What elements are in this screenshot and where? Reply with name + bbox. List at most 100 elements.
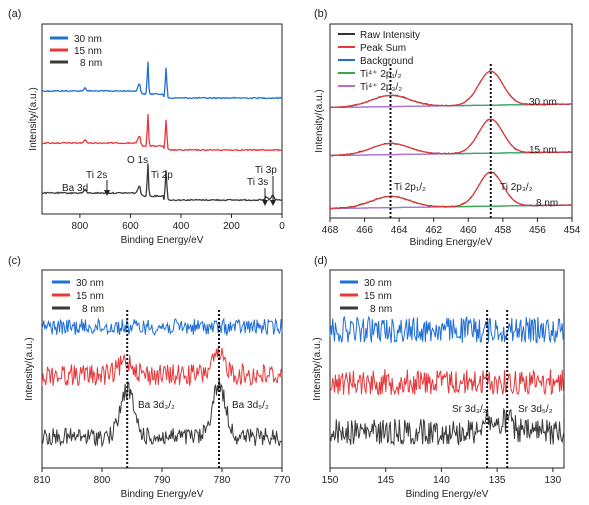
label-8nm: 8 nm [536, 198, 558, 209]
series-30nm [41, 61, 283, 100]
panel-d-x-ticks: 150 145 140 135 130 [322, 468, 562, 486]
legend-d-label-30nm: 30 nm [364, 278, 392, 289]
panel-d-ylabel: Intensity/(a.u.) [312, 337, 323, 400]
x-tick-label: 145 [377, 475, 394, 486]
panel-a-label: (a) [8, 8, 21, 20]
peak-sum [330, 171, 572, 209]
panel-a: (a) 800 600 400 200 0 Binding Energy/eV Inte… [8, 8, 285, 246]
x-tick-label: 600 [122, 221, 139, 232]
legend-label-15nm: 15 nm [74, 46, 102, 57]
x-tick-label: 135 [489, 475, 506, 486]
panel-d: (d) 150 145 140 135 130 Binding Energy/eV In… [312, 255, 565, 500]
panel-a-x-ticks: 800 600 400 200 0 [72, 214, 285, 232]
series-15nm [41, 346, 283, 387]
panel-b-legend: Raw Intensity Peak Sum Background Ti⁴⁺ 2… [338, 30, 420, 93]
annot-ti2p12: Ti 2p₁/₂ [394, 182, 426, 193]
panel-c-series [41, 310, 283, 468]
panel-b-x-ticks: 468 466 464 462 460 458 456 454 [322, 218, 581, 236]
annot-ti2p32: Ti 2p₃/₂ [500, 182, 533, 193]
arrowhead-ti3s [262, 200, 268, 206]
legend-d-label-8nm: 8 nm [370, 304, 392, 315]
label-30nm: 30 nm [529, 97, 557, 108]
x-tick-label: 454 [564, 225, 581, 236]
series-30nm [329, 315, 565, 344]
panel-b-series-labels: 30 nm 15 nm 8 nm [529, 97, 558, 209]
panel-c-ylabel: Intensity/(a.u.) [24, 337, 35, 400]
annot-ba3d52: Ba 3d₅/₂ [232, 400, 269, 411]
annot-ti3p: Ti 3p [255, 165, 277, 176]
arrowhead-ti3p [270, 200, 276, 206]
legend-label-8nm: 8 nm [80, 58, 102, 69]
panel-a-xlabel: Binding Energy/eV [121, 235, 204, 246]
panel-c-label: (c) [8, 255, 21, 267]
legend-label-30nm: 30 nm [74, 34, 102, 45]
panel-c-x-ticks: 810 800 790 780 770 [34, 468, 291, 486]
label-15nm: 15 nm [529, 145, 557, 156]
panel-d-xlabel: Binding Energy/eV [406, 489, 489, 500]
x-tick-label: 770 [274, 475, 291, 486]
x-tick-label: 468 [322, 225, 339, 236]
panel-a-legend: 30 nm 15 nm 8 nm [50, 34, 102, 69]
legend-label-peaksum: Peak Sum [360, 43, 406, 54]
panel-d-frame [329, 269, 565, 469]
peak-sum [330, 70, 572, 109]
x-tick-label: 466 [356, 225, 373, 236]
legend-d-label-15nm: 15 nm [364, 291, 392, 302]
panel-c-legend: 30 nm 15 nm 8 nm [52, 278, 104, 315]
x-tick-label: 200 [223, 221, 240, 232]
x-tick-label: 458 [495, 225, 512, 236]
panel-c: (c) 810 800 790 780 770 Binding Energy/eV In… [8, 255, 291, 500]
x-tick-label: 800 [94, 475, 111, 486]
panel-b: (b) 468 466 464 462 460 458 456 454 Binding Ene… [314, 8, 581, 248]
x-tick-label: 460 [460, 225, 477, 236]
legend-label-ti2p32: Ti⁴⁺ 2p₃/₂ [360, 82, 402, 93]
x-tick-label: 800 [72, 221, 89, 232]
legend-label-ti2p12: Ti⁴⁺ 2p₁/₂ [360, 69, 402, 80]
x-tick-label: 0 [279, 221, 285, 232]
x-tick-label: 780 [214, 475, 231, 486]
series-30nm [41, 317, 283, 337]
panel-a-frame [41, 23, 283, 215]
series-8nm [41, 377, 283, 448]
annot-o1s: O 1s [127, 155, 148, 166]
x-tick-label: 810 [34, 475, 51, 486]
x-tick-label: 456 [529, 225, 546, 236]
x-tick-label: 130 [545, 475, 562, 486]
panel-b-ylabel: Intensity/(a.u.) [314, 89, 325, 152]
panel-b-frame [329, 23, 573, 219]
arrowhead-ti2s [104, 190, 110, 196]
panel-b-xlabel: Binding Energy/eV [410, 237, 493, 248]
x-tick-label: 150 [322, 475, 339, 486]
series-8nm [41, 163, 283, 202]
legend-label-raw: Raw Intensity [360, 30, 420, 41]
panel-a-annotations: Ba 3d Ti 2s O 1s Ti 2p Ti 3s Ti 3p [62, 155, 277, 206]
panel-c-xlabel: Binding Energy/eV [121, 489, 204, 500]
panel-b-label: (b) [314, 8, 327, 20]
panel-d-label: (d) [314, 255, 327, 267]
panel-a-ylabel: Intensity/(a.u.) [28, 87, 39, 150]
annot-ti2p: Ti 2p [151, 170, 173, 181]
series-8nm [329, 407, 565, 447]
annot-ti2s: Ti 2s [86, 170, 107, 181]
legend-c-label-30nm: 30 nm [76, 278, 104, 289]
x-tick-label: 790 [154, 475, 171, 486]
peak-sum [330, 118, 572, 156]
legend-c-label-8nm: 8 nm [82, 304, 104, 315]
legend-label-background: Background [360, 56, 413, 67]
series-15nm [329, 369, 565, 396]
x-tick-label: 140 [433, 475, 450, 486]
panel-b-series [329, 64, 573, 218]
legend-c-label-15nm: 15 nm [76, 291, 104, 302]
x-tick-label: 462 [425, 225, 442, 236]
annot-ba3d: Ba 3d [62, 183, 88, 194]
x-tick-label: 400 [173, 221, 190, 232]
panel-a-series [41, 61, 283, 202]
annot-sr3d52: Sr 3d₅/₂ [518, 404, 553, 415]
panel-d-legend: 30 nm 15 nm 8 nm [340, 278, 392, 315]
series-15nm [41, 114, 282, 152]
annot-ba3d32: Ba 3d₃/₂ [138, 400, 175, 411]
annot-sr3d32: Sr 3d₃/₂ [452, 404, 487, 415]
x-tick-label: 464 [391, 225, 408, 236]
panel-d-series [329, 310, 565, 468]
